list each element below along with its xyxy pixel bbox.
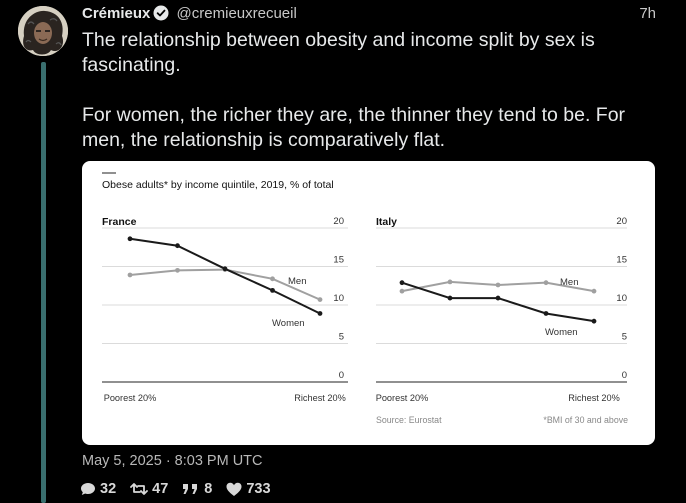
tweet-header: Crémieux @cremieuxrecueil 7h (82, 4, 672, 24)
data-point-women (317, 311, 323, 316)
y-tick-label: 10 (333, 293, 344, 304)
reply-count: 32 (100, 481, 117, 497)
reply-stat[interactable]: 32 (80, 481, 116, 497)
quote-icon (183, 484, 198, 494)
retweet-stat[interactable]: 47 (130, 481, 168, 497)
data-point-men (399, 288, 405, 294)
y-tick-label: 0 (622, 370, 627, 381)
avatar[interactable] (18, 6, 68, 56)
data-point-men (175, 267, 180, 273)
data-point-men (447, 279, 453, 285)
y-tick-label: 15 (333, 255, 344, 266)
data-point-women (591, 318, 597, 324)
series-label-women: Women (545, 327, 578, 338)
y-tick-label: 20 (616, 216, 627, 227)
data-point-men (270, 276, 275, 282)
comment-icon (81, 483, 95, 495)
data-point-men (127, 272, 133, 278)
chart-footnote: *BMI of 30 and above (543, 415, 628, 425)
series-label-men: Men (560, 277, 578, 288)
chart-image-card[interactable]: Obese adults* by income quintile, 2019, … (82, 161, 655, 445)
data-point-women (399, 280, 405, 286)
tweet-paragraph-1: The relationship between obesity and inc… (82, 29, 595, 76)
chart-title: Obese adults* by income quintile, 2019, … (102, 179, 334, 191)
obesity-chart: Obese adults* by income quintile, 2019, … (102, 172, 628, 425)
y-tick-label: 15 (616, 255, 627, 266)
panel-title-0: France (102, 216, 137, 228)
thread-line (41, 62, 46, 503)
verified-badge-icon (153, 5, 169, 21)
data-point-women (127, 236, 133, 242)
tweet-text: The relationship between obesity and inc… (82, 28, 662, 153)
quote-count: 8 (204, 481, 213, 497)
data-point-men (591, 288, 597, 294)
data-point-women (543, 311, 549, 316)
data-point-women (175, 243, 180, 249)
tweet-paragraph-2: For women, the richer they are, the thin… (82, 104, 626, 151)
chart-source: Source: Eurostat (376, 415, 442, 425)
panel-title-1: Italy (376, 216, 397, 228)
quote-stat[interactable]: 8 (182, 481, 212, 497)
author-handle[interactable]: @cremieuxrecueil (176, 5, 297, 22)
y-tick-label: 10 (616, 293, 627, 304)
retweet-count: 47 (152, 481, 169, 497)
data-point-women (222, 266, 228, 272)
retweet-icon (130, 483, 149, 495)
avatar-image (18, 6, 68, 56)
y-tick-label: 5 (622, 332, 627, 343)
relative-time[interactable]: 7h (639, 5, 656, 22)
y-tick-label: 20 (333, 216, 344, 227)
x-tick-label: Richest 20% (294, 393, 346, 403)
x-tick-label: Poorest 20% (104, 393, 157, 403)
data-point-men (317, 297, 323, 303)
x-tick-label: Richest 20% (568, 393, 620, 403)
heart-icon (226, 482, 242, 496)
data-point-men (495, 282, 501, 288)
data-point-men (543, 280, 549, 286)
author-name[interactable]: Crémieux (82, 5, 151, 22)
series-label-women: Women (272, 318, 305, 329)
y-tick-label: 0 (339, 370, 344, 381)
like-count: 733 (246, 481, 271, 497)
like-stat[interactable]: 733 (226, 481, 271, 497)
y-tick-label: 5 (339, 332, 344, 343)
tweet-stats: 32 47 8 733 (80, 479, 285, 499)
tweet-timestamp[interactable]: May 5, 2025 · 8:03 PM UTC (82, 453, 263, 469)
data-point-women (447, 295, 453, 301)
x-tick-label: Poorest 20% (376, 393, 429, 403)
data-point-women (270, 287, 275, 293)
series-label-men: Men (288, 276, 306, 287)
data-point-women (495, 295, 501, 301)
series-line-women (401, 281, 595, 323)
